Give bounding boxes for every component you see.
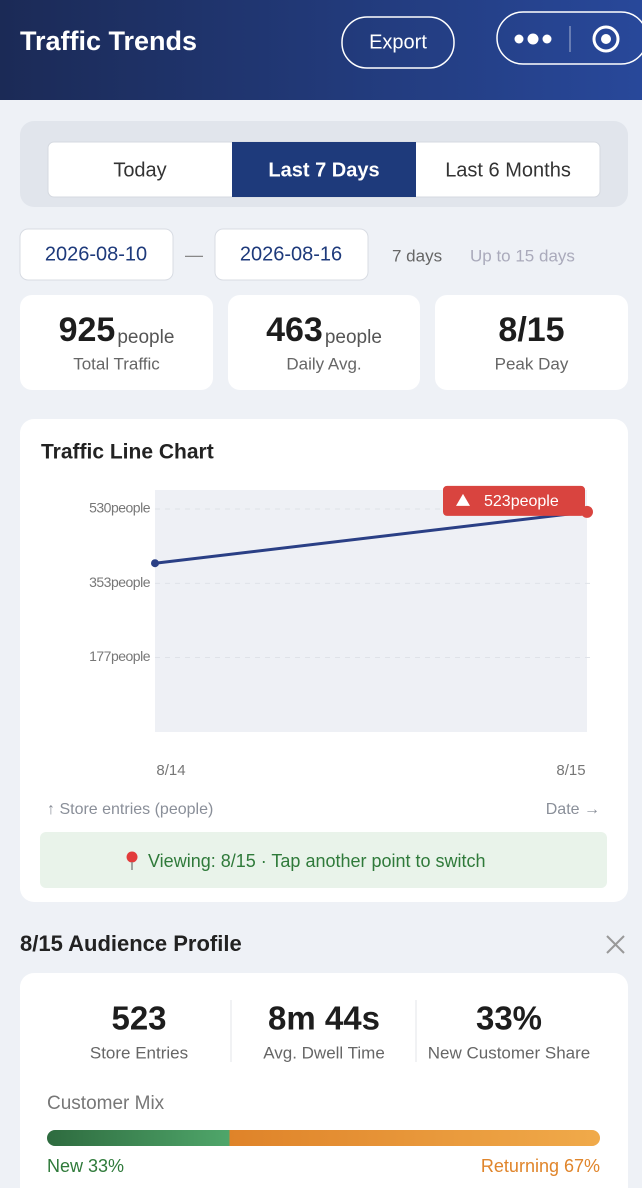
stat-card <box>435 295 628 390</box>
plot-area <box>155 490 587 732</box>
stat-label: Daily Avg. <box>286 354 361 373</box>
metric-value: 523 <box>111 1000 166 1037</box>
metric-label: Store Entries <box>90 1043 188 1062</box>
profile-title: 8/15 Audience Profile <box>20 931 242 956</box>
stat-unit: people <box>325 327 382 348</box>
x-tick-label: 8/14 <box>156 762 185 779</box>
date-text[interactable]: 2026-08-10 <box>45 243 147 265</box>
range-limit: Up to 15 days <box>470 246 575 265</box>
date-separator: — <box>185 245 203 265</box>
y-axis-label: ↑ Store entries (people) <box>47 801 213 818</box>
note-text: Viewing: 8/15 · Tap another point to swi… <box>148 851 486 871</box>
value-label: 523people <box>484 493 559 510</box>
date-text[interactable]: 2026-08-16 <box>240 243 342 265</box>
x-tick-label: 8/15 <box>556 762 585 779</box>
stat-label: Total Traffic <box>73 354 160 373</box>
close-app-icon[interactable] <box>592 25 620 53</box>
export-button[interactable] <box>341 16 455 69</box>
note-box <box>40 832 607 888</box>
stat-unit: people <box>117 327 174 348</box>
stat-value: 463 <box>266 311 323 349</box>
mix-segment <box>229 1130 600 1146</box>
duration: 7 days <box>392 246 442 265</box>
pin-icon <box>126 851 138 870</box>
up-triangle-icon <box>456 493 470 506</box>
mix-title: Customer Mix <box>47 1093 165 1114</box>
close-icon[interactable] <box>606 935 625 954</box>
mix-label: Returning 67% <box>481 1156 600 1176</box>
export-label[interactable]: Export <box>369 31 427 53</box>
x-axis-label: Date → <box>546 801 600 818</box>
stat-card <box>20 295 213 390</box>
menu-capsule[interactable] <box>496 11 642 65</box>
y-tick-label: 530people <box>89 500 151 516</box>
metric-value: 33% <box>476 1000 542 1037</box>
more-icon[interactable] <box>514 33 552 45</box>
date-box[interactable] <box>214 228 369 281</box>
value-label-bg <box>443 485 585 516</box>
stat-label: Peak Day <box>495 354 569 373</box>
stat-card <box>228 295 420 390</box>
metric-label: Avg. Dwell Time <box>263 1043 385 1062</box>
header-title: Traffic Trends <box>20 26 197 56</box>
mix-label: New 33% <box>47 1156 124 1176</box>
tab-active-bg <box>232 142 416 197</box>
y-tick-label: 177people <box>89 648 151 664</box>
y-tick-label: 353people <box>89 574 151 590</box>
stat-value: 925 <box>59 311 116 349</box>
stat-value: 8/15 <box>498 311 564 349</box>
line <box>154 510 588 565</box>
tab[interactable]: Today <box>113 159 166 181</box>
metric-label: New Customer Share <box>428 1043 591 1062</box>
tab[interactable]: Last 6 Months <box>445 159 571 181</box>
date-box[interactable] <box>19 228 174 281</box>
header-bar <box>0 0 642 100</box>
point[interactable] <box>151 559 159 568</box>
metric-value: 8m 44s <box>268 1000 380 1037</box>
mix-segment <box>47 1130 230 1146</box>
chart-title: Traffic Line Chart <box>41 441 214 464</box>
tab[interactable]: Last 7 Days <box>268 159 379 181</box>
